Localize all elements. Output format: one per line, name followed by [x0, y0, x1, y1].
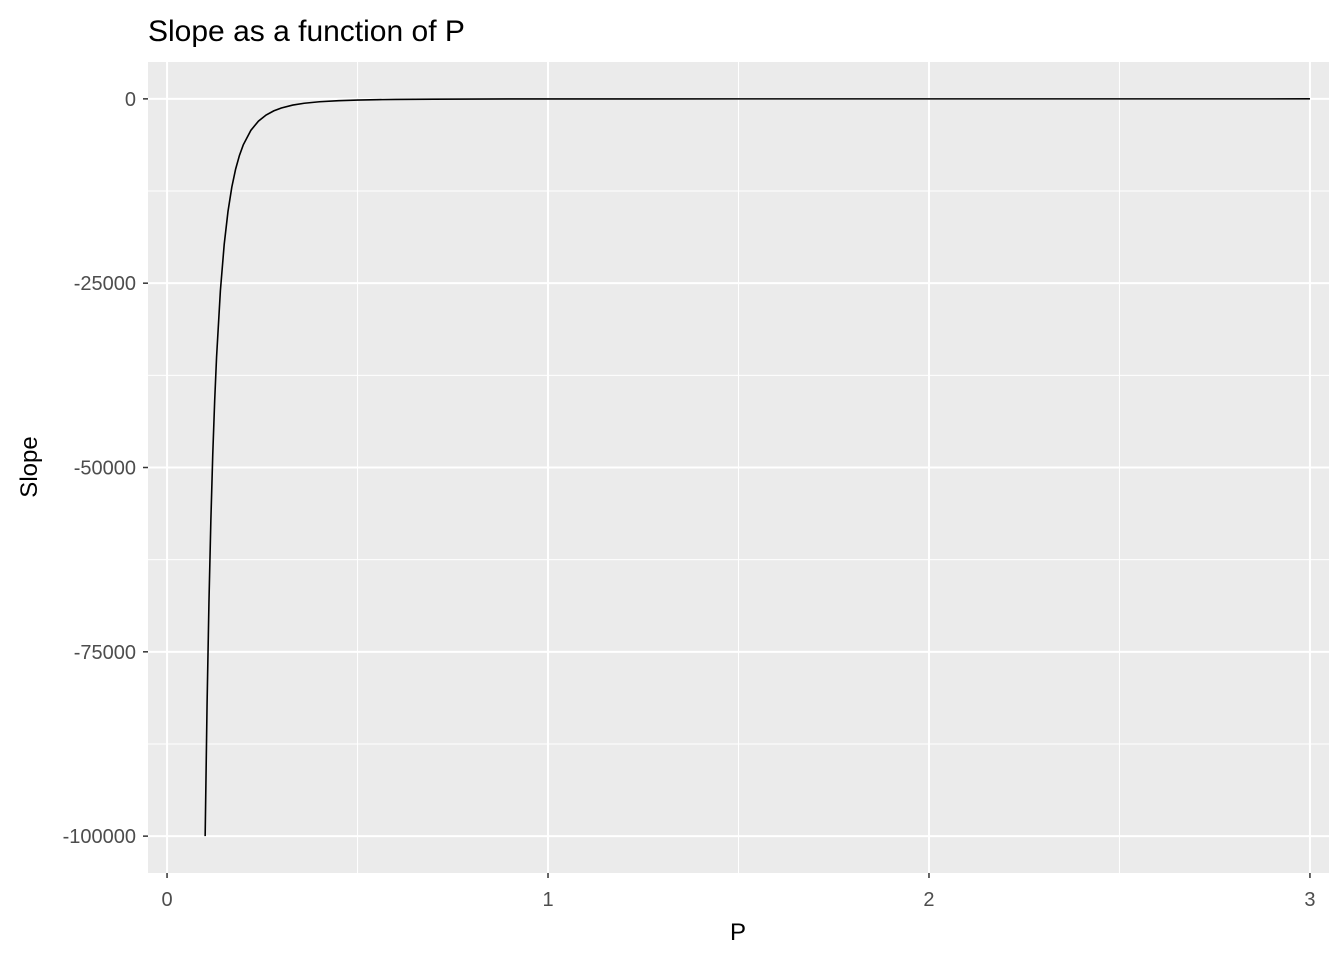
x-axis: 0 1 2 3 — [161, 873, 1316, 911]
x-tick-label: 0 — [161, 889, 172, 911]
x-tick-label: 1 — [542, 889, 553, 911]
major-grid — [148, 62, 1329, 873]
x-tick-label: 2 — [923, 889, 934, 911]
y-tick-label: -25000 — [74, 273, 136, 295]
y-axis: 0 -25000 -50000 -75000 -100000 — [63, 89, 148, 848]
y-tick-label: -50000 — [74, 458, 136, 480]
y-tick-label: -100000 — [63, 826, 136, 848]
x-axis-title: P — [730, 919, 746, 946]
y-axis-title: Slope — [16, 436, 43, 497]
series-line — [204, 98, 1310, 837]
x-tick-label: 3 — [1304, 889, 1315, 911]
y-tick-label: 0 — [125, 89, 136, 111]
y-tick-label: -75000 — [74, 642, 136, 664]
chart-title: Slope as a function of P — [148, 15, 465, 48]
